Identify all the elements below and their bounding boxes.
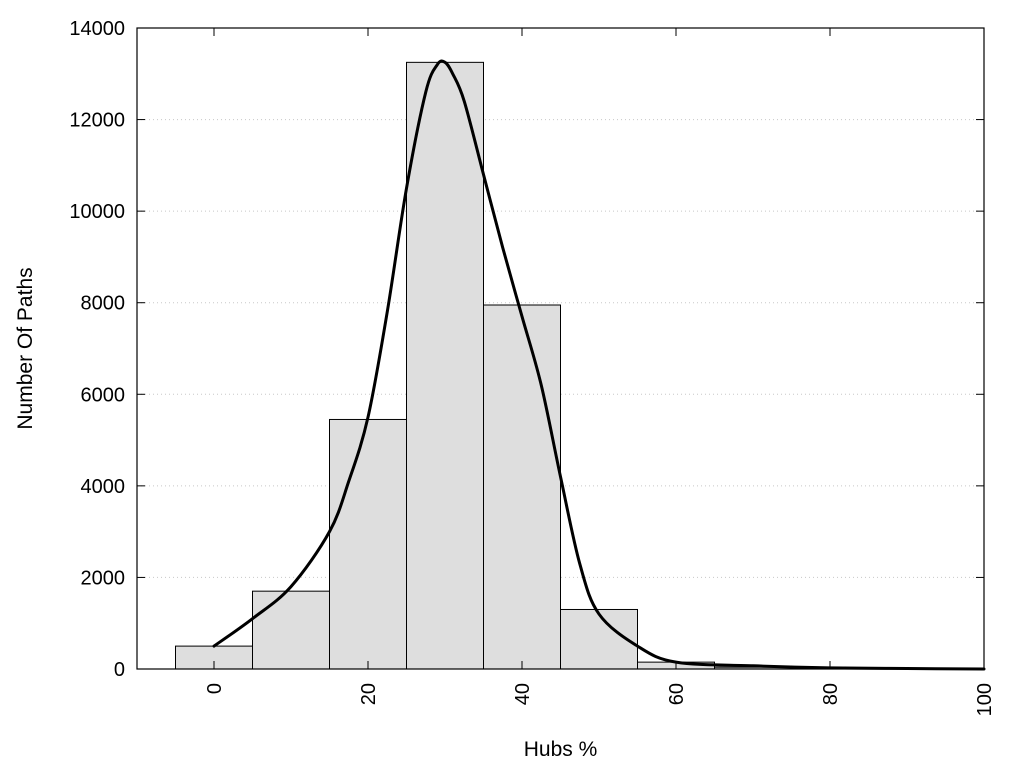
histogram-bar <box>484 305 561 669</box>
x-tick-label: 0 <box>204 683 226 694</box>
y-tick-label: 4000 <box>81 476 126 498</box>
y-tick-label: 0 <box>114 659 125 681</box>
y-tick-label: 14000 <box>69 18 125 40</box>
y-tick-label: 6000 <box>81 384 126 406</box>
y-tick-label: 12000 <box>69 110 125 132</box>
bars-layer <box>176 62 946 669</box>
histogram-bar <box>407 62 484 669</box>
x-axis-label: Hubs % <box>524 738 598 761</box>
x-tick-label: 40 <box>512 683 534 705</box>
y-tick-label: 2000 <box>81 567 126 589</box>
y-axis-label: Number Of Paths <box>14 267 37 429</box>
x-tick-label: 100 <box>974 683 996 716</box>
histogram-bar <box>253 591 330 669</box>
y-tick-label: 8000 <box>81 293 126 315</box>
histogram-bar <box>330 419 407 669</box>
x-tick-label: 60 <box>666 683 688 705</box>
y-tick-label: 10000 <box>69 201 125 223</box>
x-tick-label: 20 <box>358 683 380 705</box>
x-tick-label: 80 <box>820 683 842 705</box>
